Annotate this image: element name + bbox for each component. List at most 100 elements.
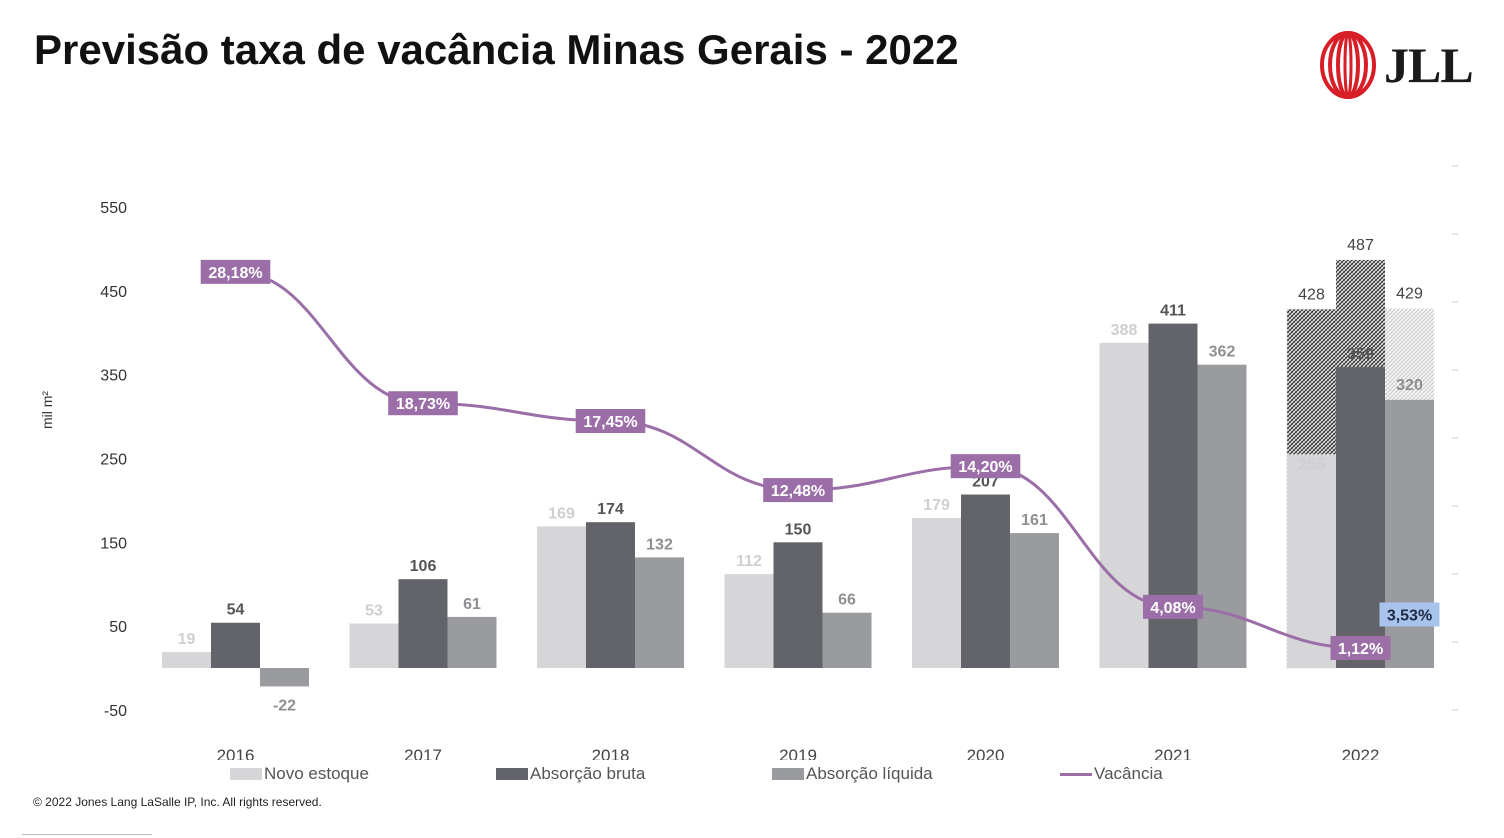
bar-label-absorcao-bruta: 106 (410, 558, 437, 575)
bar-label-absorcao-liquida: 132 (646, 536, 673, 553)
bar-label-absorcao-bruta: 150 (785, 521, 812, 538)
bar-label-absorcao-liquida: -22 (273, 697, 296, 714)
logo-text: JLL (1384, 37, 1474, 93)
y-tick-label: 250 (100, 452, 127, 469)
legend: Novo estoque Absorção bruta Absorção líq… (0, 764, 1504, 786)
y-tick-label: 550 (100, 200, 127, 217)
y-tick-label: 450 (100, 284, 127, 301)
bar-absorcao-liquida (635, 557, 684, 668)
bar-absorcao-bruta (773, 542, 823, 668)
bar-label-novo-estoque: 255 (1298, 456, 1325, 473)
bar-label-novo-estoque: 169 (548, 505, 575, 522)
vacancy-label-box (763, 478, 833, 503)
legend-label-novo-estoque: Novo estoque (264, 764, 369, 783)
vacancy-label: 1,12% (1338, 641, 1383, 658)
bar-label-novo-estoque: 112 (736, 553, 762, 570)
legend-swatch-novo-estoque (230, 768, 262, 780)
footer-divider (22, 834, 152, 835)
bar-label-absorcao-bruta: 411 (1160, 303, 1186, 320)
x-tick-label: 2019 (779, 746, 817, 760)
vacancy-label-box (1330, 636, 1391, 660)
vacancy-forecast-label: 3,53% (1387, 608, 1432, 625)
bars-group (162, 259, 1434, 687)
vacancy-label-box (950, 454, 1021, 479)
x-tick-label: 2017 (404, 746, 442, 760)
legend-swatch-absorcao-liquida (772, 768, 804, 780)
y-tick-label: -50 (104, 703, 127, 720)
bar-novo-estoque (349, 623, 399, 668)
x-tick-label: 2018 (592, 746, 630, 760)
jll-logo-icon (1320, 31, 1376, 99)
footer-copyright: © 2022 Jones Lang LaSalle IP, Inc. All r… (33, 795, 322, 809)
legend-swatch-absorcao-bruta (496, 768, 528, 780)
legend-swatch-vacancia (1060, 772, 1092, 776)
vacancy-label: 14,20% (958, 459, 1012, 476)
bar-absorcao-bruta (211, 622, 260, 668)
bar-absorcao-bruta (961, 494, 1010, 668)
y-axis-label: mil m² (39, 391, 55, 429)
bar-absorcao-liquida (1197, 364, 1247, 668)
legend-item-absorcao-bruta: Absorção bruta (496, 764, 645, 784)
y-tick-label: 50 (109, 619, 127, 636)
x-tick-label: 2021 (1154, 746, 1192, 760)
vacancy-line-group: 28,18% 18,73% 17,45% 12,48% 14,20% 4,08% 1,12%… (200, 259, 1440, 660)
x-tick-label: 2016 (217, 746, 255, 760)
y-axis-ticks: 550 450 350 250 150 50 -50 (100, 200, 127, 720)
bar-absorcao-liquida (1385, 399, 1434, 668)
bar-forecast-label-absorcao-liquida: 429 (1396, 285, 1423, 302)
bar-absorcao-liquida (1010, 533, 1059, 668)
bar-label-novo-estoque: 388 (1111, 322, 1138, 339)
x-axis-ticks: 2016 2017 2018 2019 2020 2021 2022 (217, 746, 1380, 760)
bar-absorcao-liquida (260, 668, 309, 687)
x-tick-label: 2020 (967, 746, 1005, 760)
bar-label-absorcao-liquida: 161 (1021, 512, 1048, 529)
right-axis-dashes (1452, 165, 1458, 711)
x-tick-label: 2022 (1342, 746, 1380, 760)
bar-absorcao-bruta (1336, 367, 1385, 668)
bar-label-absorcao-liquida: 61 (463, 596, 481, 613)
chart-title: Previsão taxa de vacância Minas Gerais -… (34, 26, 959, 73)
bar-label-absorcao-liquida: 66 (838, 592, 856, 609)
bar-label-absorcao-bruta: 174 (597, 501, 624, 518)
vacancy-label-box (200, 259, 271, 284)
legend-label-absorcao-bruta: Absorção bruta (530, 764, 646, 783)
bar-label-absorcao-bruta: 54 (227, 602, 245, 619)
vacancy-label: 28,18% (208, 265, 262, 282)
jll-logo: JLL (1318, 30, 1478, 100)
vacancy-label: 4,08% (1150, 600, 1195, 617)
bar-label-absorcao-bruta: 359 (1347, 346, 1374, 363)
bar-absorcao-bruta (586, 522, 635, 668)
y-tick-label: 350 (100, 368, 127, 385)
bar-label-novo-estoque: 179 (923, 497, 950, 514)
bar-novo-estoque (912, 517, 961, 668)
y-tick-label: 150 (100, 535, 127, 552)
bar-label-novo-estoque: 19 (178, 631, 196, 648)
bar-novo-estoque (1287, 454, 1336, 668)
legend-item-absorcao-liquida: Absorção líquida (772, 764, 933, 784)
bar-absorcao-liquida (447, 616, 497, 668)
bar-novo-estoque (537, 526, 586, 668)
vacancy-label-box (575, 409, 646, 434)
legend-label-vacancia: Vacância (1094, 764, 1163, 783)
bar-novo-estoque (724, 574, 774, 668)
vacancy-label-box (1143, 594, 1203, 619)
bar-label-novo-estoque: 53 (365, 603, 383, 620)
vacancy-forecast-label-box (1379, 602, 1440, 627)
legend-item-novo-estoque: Novo estoque (230, 764, 369, 784)
legend-item-vacancia: Vacância (1060, 764, 1163, 784)
vacancy-label: 17,45% (583, 414, 637, 431)
chart-area: mil m² 550 450 350 250 150 50 -50 19 54 -22 53 106… (39, 165, 1458, 760)
bar-label-absorcao-liquida: 320 (1396, 377, 1423, 394)
bar-forecast-label-absorcao-bruta: 487 (1347, 237, 1374, 254)
bar-label-absorcao-liquida: 362 (1209, 344, 1236, 361)
bar-absorcao-liquida (822, 612, 872, 668)
bar-absorcao-bruta (398, 579, 448, 668)
vacancy-label: 18,73% (396, 396, 450, 413)
bar-forecast-label-novo-estoque: 428 (1298, 286, 1325, 303)
bar-novo-estoque (162, 652, 211, 668)
vacancy-label-box (388, 391, 458, 416)
vacancy-label: 12,48% (771, 483, 825, 500)
legend-label-absorcao-liquida: Absorção líquida (806, 764, 933, 783)
bar-novo-estoque (1099, 342, 1149, 668)
